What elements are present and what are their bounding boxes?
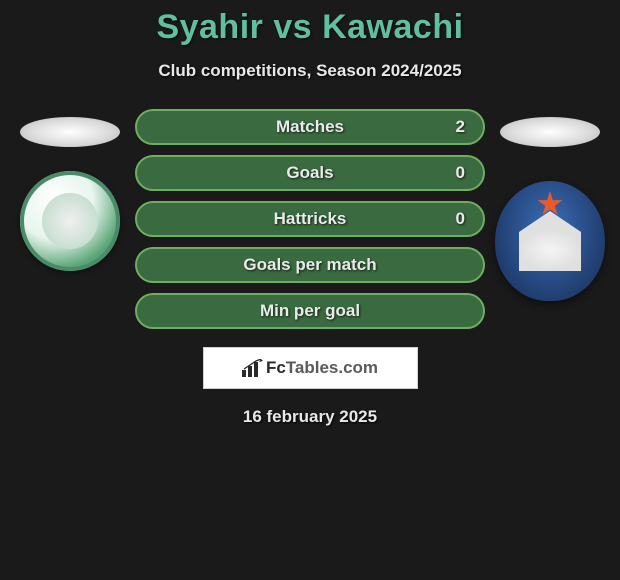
stat-value-right: 0 (456, 163, 465, 183)
left-flag-oval (20, 117, 120, 147)
stat-value-right: 2 (456, 117, 465, 137)
right-club-logo (495, 181, 605, 301)
stat-row: Goals per match (135, 247, 485, 283)
left-player-column (15, 109, 125, 271)
page-title: Syahir vs Kawachi (0, 8, 620, 47)
fctables-badge[interactable]: FcTables.com (203, 347, 418, 389)
stats-column: Matches 2 Goals 0 Hattricks 0 Goals per match M… (135, 109, 485, 329)
comparison-card: Syahir vs Kawachi Club competitions, Sea… (0, 0, 620, 427)
stat-row: Matches 2 (135, 109, 485, 145)
brand-prefix: Fc (266, 358, 286, 377)
left-club-logo (20, 171, 120, 271)
brand-rest: Tables.com (286, 358, 378, 377)
right-flag-oval (500, 117, 600, 147)
stat-row: Goals 0 (135, 155, 485, 191)
main-row: Matches 2 Goals 0 Hattricks 0 Goals per match M… (0, 109, 620, 329)
stat-label: Matches (276, 117, 344, 137)
snapshot-date: 16 february 2025 (0, 407, 620, 427)
right-player-column (495, 109, 605, 301)
stat-row: Min per goal (135, 293, 485, 329)
stat-label: Hattricks (274, 209, 347, 229)
competition-subtitle: Club competitions, Season 2024/2025 (0, 61, 620, 81)
stat-label: Goals per match (243, 255, 376, 275)
stat-label: Min per goal (260, 301, 360, 321)
stat-label: Goals (286, 163, 333, 183)
brand-text: FcTables.com (266, 358, 378, 378)
stat-row: Hattricks 0 (135, 201, 485, 237)
chart-icon (242, 359, 264, 377)
stat-value-right: 0 (456, 209, 465, 229)
